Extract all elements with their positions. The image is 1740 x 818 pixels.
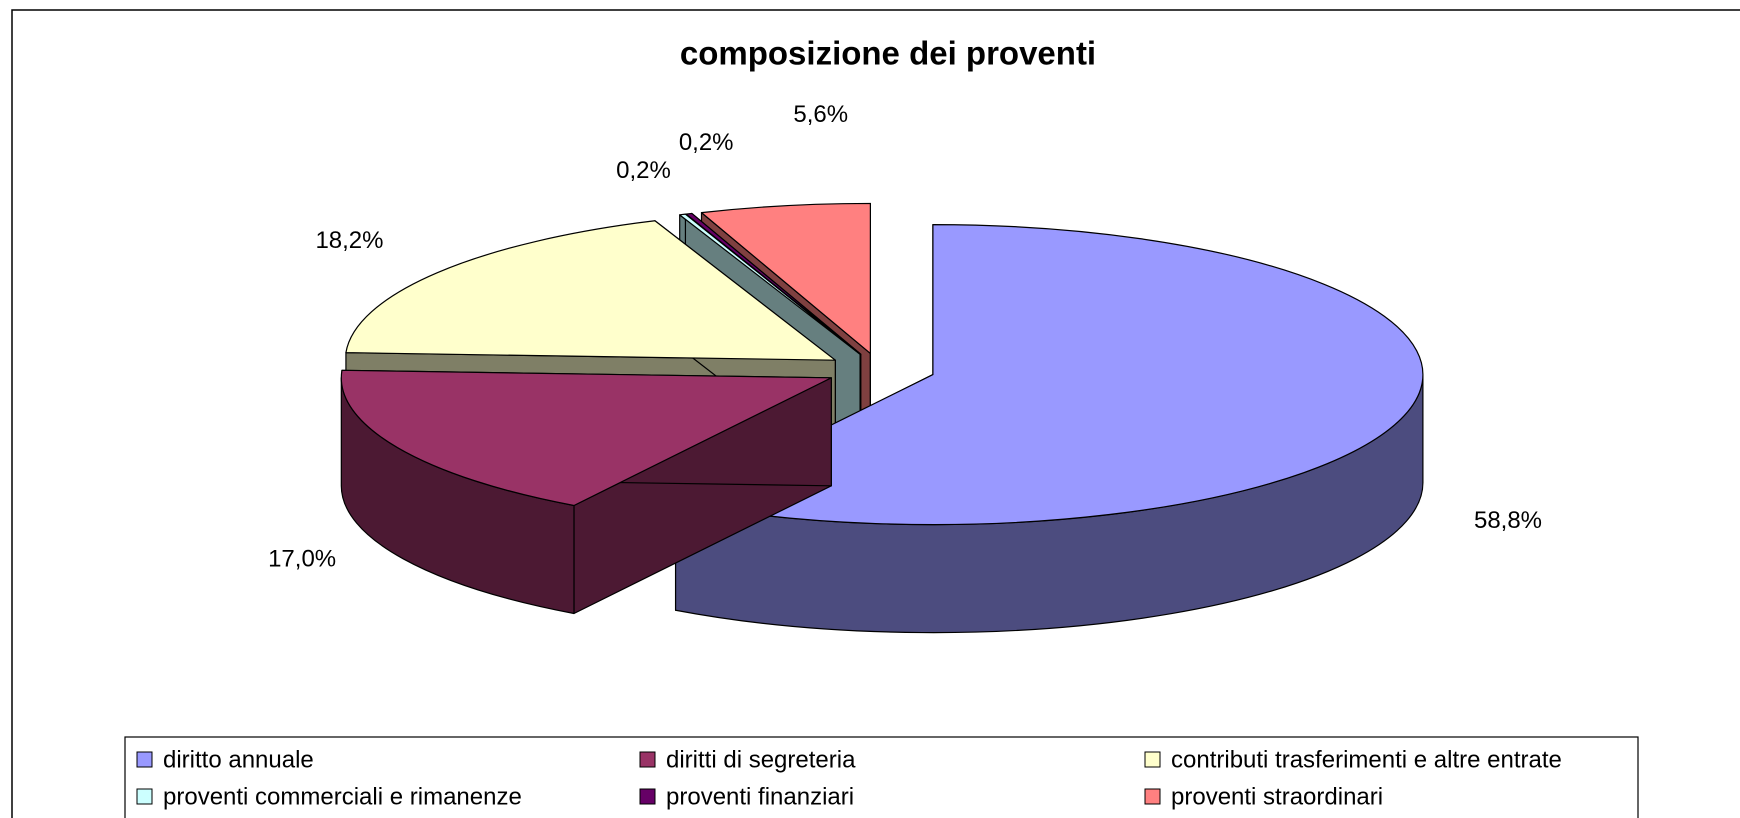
legend-label: diritto annuale: [163, 746, 314, 773]
legend-box: [124, 736, 1639, 818]
legend-label: proventi straordinari: [1171, 783, 1383, 810]
legend-swatch: [136, 751, 153, 768]
data-label: 0,2%: [679, 129, 734, 156]
data-label: 17,0%: [268, 545, 336, 572]
data-label: 58,8%: [1474, 507, 1542, 534]
slice: [340, 369, 832, 507]
legend-label: proventi commerciali e rimanenze: [163, 783, 522, 810]
data-label: 18,2%: [315, 227, 383, 254]
chart-title: composizione dei proventi: [680, 35, 1096, 72]
legend-label: contributi trasferimenti e altre entrate: [1171, 746, 1562, 773]
slice: [674, 223, 1424, 526]
slice: [345, 220, 836, 361]
legend-label: proventi finanziari: [666, 783, 854, 810]
legend-swatch: [639, 788, 656, 805]
slice: [679, 213, 861, 355]
data-label: 0,2%: [616, 157, 671, 184]
slice: [700, 202, 871, 355]
legend-swatch: [639, 751, 656, 768]
data-label: 5,6%: [793, 101, 848, 128]
legend-label: diritti di segreteria: [666, 746, 856, 773]
legend-swatch: [1144, 751, 1161, 768]
legend-swatch: [136, 788, 153, 805]
legend-swatch: [1144, 788, 1161, 805]
